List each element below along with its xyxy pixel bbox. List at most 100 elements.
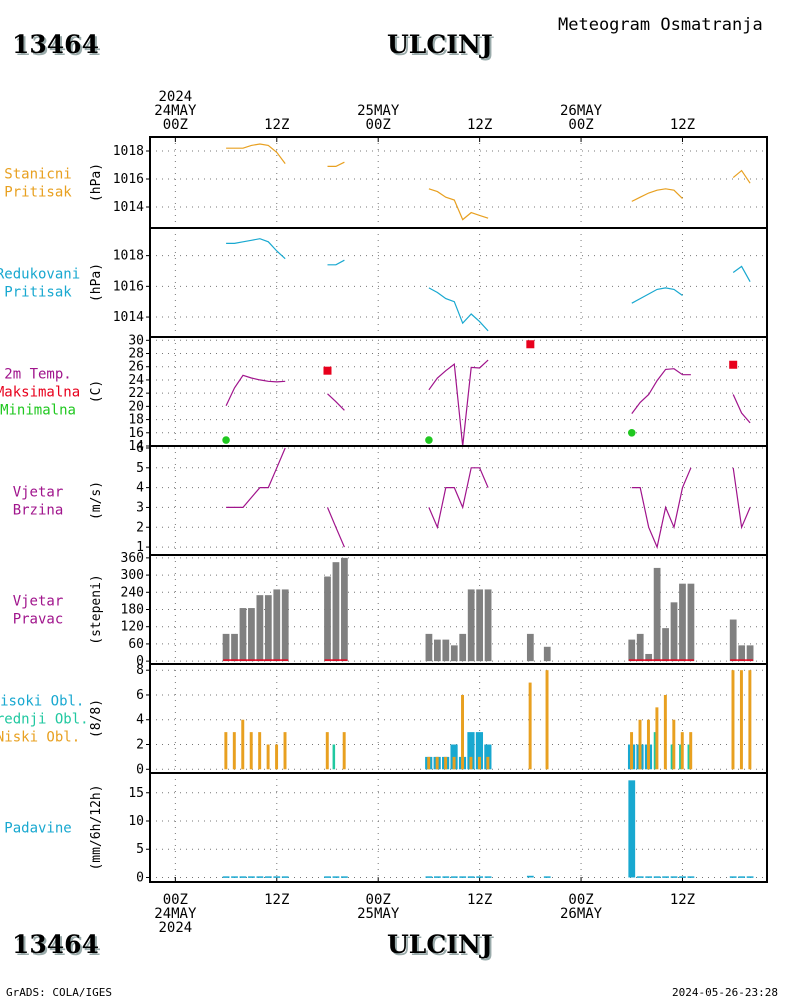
plot-area — [226, 238, 751, 332]
y-tick-label: 20 — [128, 399, 144, 414]
bar — [477, 756, 481, 770]
y-tick-label: 16 — [128, 426, 144, 441]
panel-label: Visoki Obl. — [0, 694, 84, 710]
bar — [653, 876, 661, 878]
bar — [729, 876, 737, 878]
panel-label: Pritisak — [4, 285, 72, 301]
bar — [231, 876, 238, 878]
bar — [425, 633, 433, 662]
bar — [224, 732, 228, 770]
panel-label: Brzina — [13, 503, 64, 519]
bar — [459, 633, 467, 662]
max-temp-marker — [729, 360, 738, 369]
y-axis-label: (mm/6h/12h) — [89, 784, 104, 870]
panel-label: Vjetar — [13, 594, 64, 610]
bar — [543, 876, 551, 878]
y-tick-label: 8 — [136, 663, 144, 678]
panel-label: Pritisak — [4, 185, 72, 201]
y-tick-label: 22 — [128, 386, 144, 401]
bar — [628, 639, 636, 662]
series-line — [631, 287, 683, 304]
panel-label: Redukovani — [0, 267, 80, 283]
bar — [461, 694, 464, 770]
bar — [427, 756, 431, 770]
bar — [476, 876, 484, 878]
min-temp-marker — [222, 436, 230, 444]
bar — [672, 719, 676, 770]
series-line — [428, 467, 489, 530]
time-label: 26MAY — [560, 103, 603, 119]
bar — [636, 633, 644, 662]
bar — [324, 876, 331, 878]
bar — [687, 744, 691, 770]
panel-wind-direction: 0 60 120 180 240 300 360 (stepeni) Vjetar Pravac — [13, 551, 768, 669]
y-tick-label: 30 — [128, 333, 144, 348]
bar — [433, 876, 441, 878]
series-line — [327, 161, 345, 167]
bar — [679, 876, 686, 878]
bar — [258, 732, 262, 770]
time-label: 00Z — [366, 892, 391, 908]
bar — [663, 694, 667, 770]
panel-wind-speed: 1 2 3 4 5 6 (m/s) Vjetar Brzina — [13, 441, 768, 556]
plot-area — [222, 340, 751, 446]
bar — [638, 719, 642, 770]
bar — [545, 670, 549, 770]
generation-timestamp: 2024-05-26-23:28 — [672, 986, 778, 999]
bar — [476, 589, 484, 662]
y-axis-label: (C) — [89, 380, 104, 403]
panel-label: 2m Temp. — [4, 367, 71, 383]
bar — [325, 732, 329, 770]
bar — [264, 595, 272, 662]
series-line — [226, 143, 286, 164]
y-axis-label: (m/s) — [89, 481, 104, 520]
time-label: 12Z — [467, 117, 492, 133]
y-tick-label: 6 — [136, 441, 144, 456]
series-line — [428, 188, 489, 221]
bar — [729, 619, 737, 662]
panel-label: Pravac — [13, 612, 64, 628]
bar — [222, 633, 230, 662]
max-temp-marker — [526, 340, 535, 349]
y-tick-label: 1014 — [113, 200, 144, 215]
plot-area — [222, 780, 754, 878]
bar — [273, 589, 281, 662]
series-line — [428, 287, 489, 332]
station-id-top: 13464 — [12, 30, 99, 59]
station-id-bottom-shadow: 13464 — [14, 932, 101, 961]
bar — [273, 876, 281, 878]
y-tick-label: 360 — [121, 551, 144, 566]
y-tick-label: 28 — [128, 347, 144, 362]
series-line — [732, 169, 751, 184]
y-axis-label: (8/8) — [89, 699, 104, 738]
bar — [467, 876, 475, 878]
time-label: 00Z — [163, 892, 188, 908]
y-axis-label: (hPa) — [89, 263, 104, 302]
bar — [248, 608, 255, 662]
series-line — [226, 447, 286, 508]
bar — [450, 876, 458, 878]
bar — [222, 876, 230, 878]
bar — [655, 707, 659, 770]
panels: 101410161018(hPa)StanicniPritisak1014101… — [0, 136, 768, 885]
bar — [469, 756, 473, 770]
time-label: 25MAY — [357, 906, 400, 922]
panel-label: Padavine — [4, 821, 71, 837]
min-temp-marker — [425, 436, 433, 444]
plot-area — [226, 447, 751, 550]
bar — [232, 732, 236, 770]
series-line — [732, 467, 751, 530]
panel-frame — [149, 136, 768, 229]
y-tick-label: 15 — [128, 786, 144, 801]
bar — [670, 744, 674, 770]
bar — [332, 744, 336, 770]
panel-clouds: 0 2 4 6 8 (8/8) Visoki Obl. Srednji Obl. Niski O… — [0, 663, 768, 777]
panel-label: Stanicni — [4, 167, 71, 183]
series-line — [327, 393, 345, 411]
y-tick-label: 5 — [136, 842, 144, 857]
bar — [442, 876, 450, 878]
bar — [746, 645, 754, 662]
bar — [459, 876, 467, 878]
series-line — [631, 188, 683, 202]
